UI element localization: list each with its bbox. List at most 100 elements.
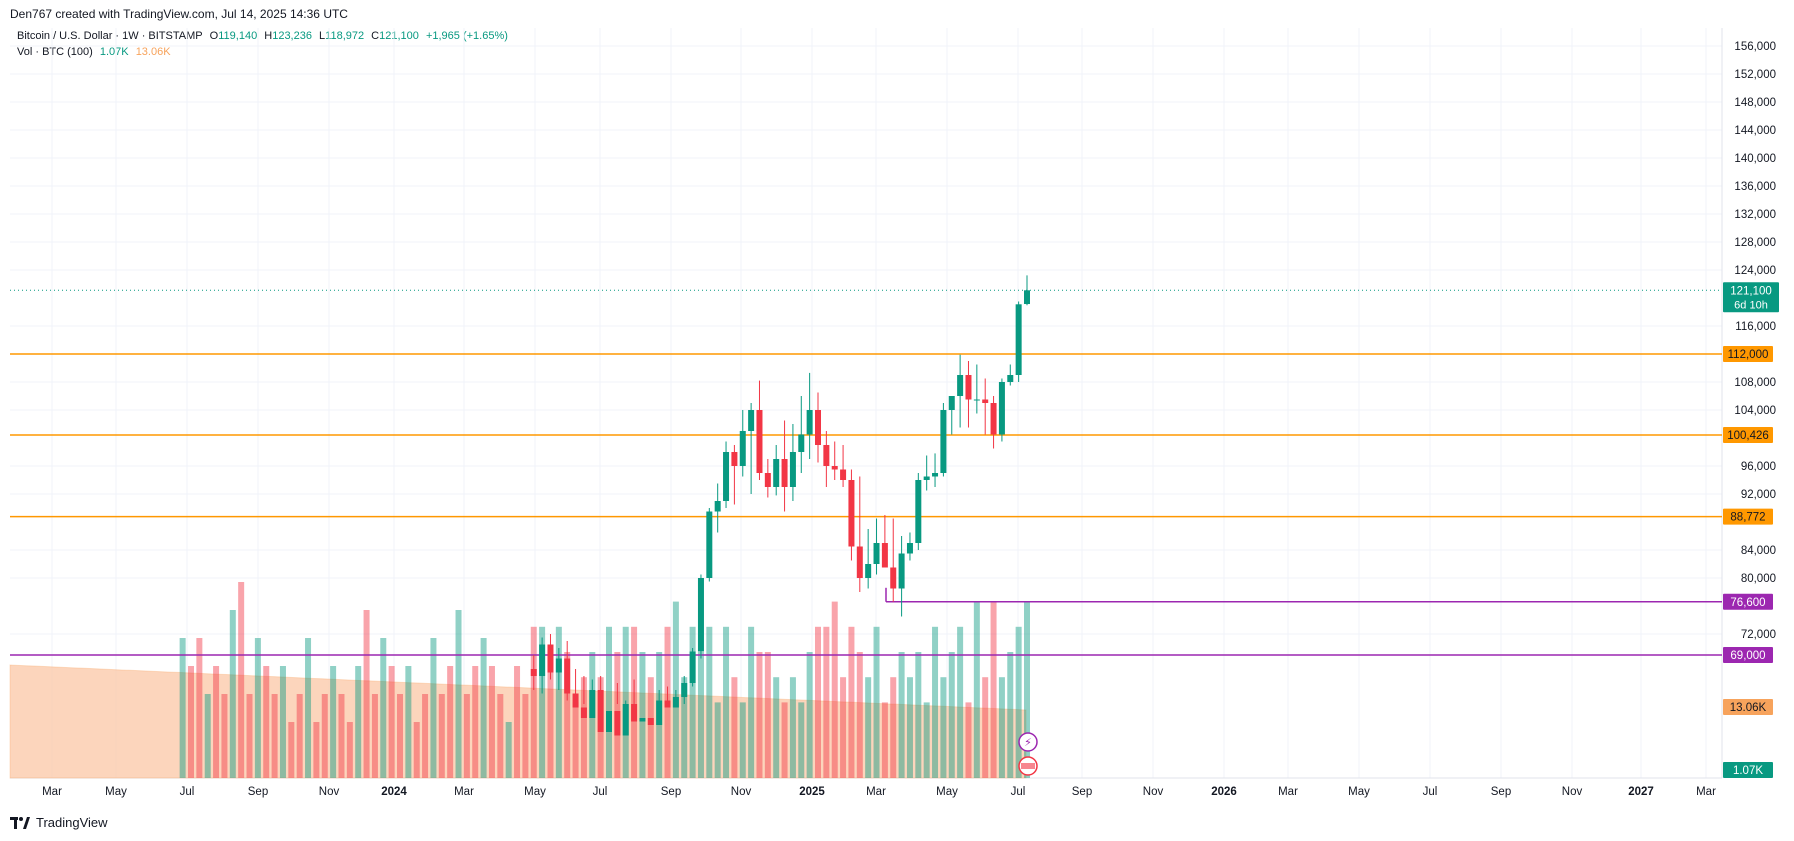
level-badge-label: 100,426 [1727,430,1769,442]
candle-body [555,658,562,673]
volume-bar [438,694,445,778]
time-tick-label: Mar [454,786,474,798]
candle-body [965,375,972,400]
volume-bar [497,694,504,778]
volume-bar [455,610,462,778]
countdown-label: 6d 10h [1734,299,1768,311]
price-tick-label: 128,000 [1734,237,1776,249]
volume-bar [723,626,730,778]
volume-bar [388,666,395,778]
volume-bar [371,694,378,778]
time-tick-label: Nov [319,786,340,798]
candle-body [530,669,537,676]
volume-bar [288,722,295,778]
volume-bar [296,694,303,778]
footer-brand: TradingView [36,815,108,830]
volume-bar [898,652,905,778]
price-tick-label: 148,000 [1734,97,1776,109]
volume-bar [488,666,495,778]
price-tick-label: 104,000 [1734,405,1776,417]
volume-bar [430,638,437,778]
candle-body [948,396,955,410]
candle-body [873,543,880,564]
price-tick-label: 72,000 [1741,629,1776,641]
candle-body [631,704,638,722]
volume-legend: Vol · BTC (100) 1.07K 13.06K [17,46,175,58]
volume-bar [547,652,554,778]
volume-bar [781,702,788,778]
candle-body [923,476,930,480]
event-icons: ⚡ [1018,732,1038,776]
volume-bar [614,652,621,778]
candle-body [756,410,763,473]
time-tick-label: May [105,786,127,798]
volume-bar [647,677,654,778]
candle-body [764,473,771,487]
volume-bar [815,626,821,778]
current-price-badge [1723,282,1779,313]
volume-bar [380,638,387,778]
candle-body [798,434,805,452]
volume-bar [756,652,763,778]
lightning-event-icon [1018,732,1038,752]
volume-bar [840,677,847,778]
chart-credit: Den767 created with TradingView.com, Jul… [10,7,348,21]
candle-body [572,693,579,708]
low-label: L [319,30,326,42]
volume-bar [330,666,337,778]
volume-bar [472,666,479,778]
level-badge-label: 88,772 [1730,512,1765,524]
price-tick-label: 124,000 [1734,265,1776,277]
candle-body [932,473,939,477]
candle-body [723,452,730,501]
volume-bar [672,601,679,778]
candle-body [881,543,888,568]
price-tick-label: 80,000 [1741,573,1776,585]
candle-body [580,707,587,718]
volume-bar [848,626,855,778]
candle-body [739,431,746,466]
us-flag-icon [1021,763,1035,769]
candle-body [656,700,663,725]
candle-body [647,718,654,725]
time-tick-label: May [936,786,958,798]
close-value: 121,100 [379,30,419,42]
candle-body [1007,375,1014,382]
volume-bar [463,694,470,778]
candle-body [856,546,863,578]
candle-body [789,452,796,487]
volume-ma-area [9,664,1027,779]
level-badge-label: 69,000 [1730,650,1765,662]
candle-body [906,543,913,554]
volume-bar [906,677,913,778]
price-tick-label: 152,000 [1734,69,1776,81]
volume-bar [522,694,529,778]
volume-bar [973,601,980,778]
volume-bar [338,694,345,778]
candle-body [840,469,847,480]
volume-bar [948,652,955,778]
time-tick-label: Sep [1491,786,1511,798]
candle-body [547,644,554,673]
candle-body [815,410,821,445]
volume-bar [397,694,403,778]
candle-body [697,578,704,652]
volume-bar [564,652,571,778]
volume-bar [589,652,596,778]
level-badge [1723,647,1773,663]
price-tick-label: 136,000 [1734,181,1776,193]
symbol-name[interactable]: Bitcoin / U.S. Dollar · 1W · BITSTAMP [17,30,203,42]
price-tick-label: 132,000 [1734,209,1776,221]
candle-body [706,511,713,578]
candle-body [639,718,646,722]
time-tick-label: Nov [731,786,752,798]
volume-bar [739,702,746,778]
candle-body [748,410,755,431]
volume-current-badge-label: 1.07K [1733,765,1763,777]
volume-bar [631,626,638,778]
volume-indicator-name[interactable]: Vol · BTC (100) [17,46,93,58]
volume-bar [480,638,487,778]
tradingview-logo[interactable]: TradingView [10,815,108,830]
candle-body [781,459,788,487]
